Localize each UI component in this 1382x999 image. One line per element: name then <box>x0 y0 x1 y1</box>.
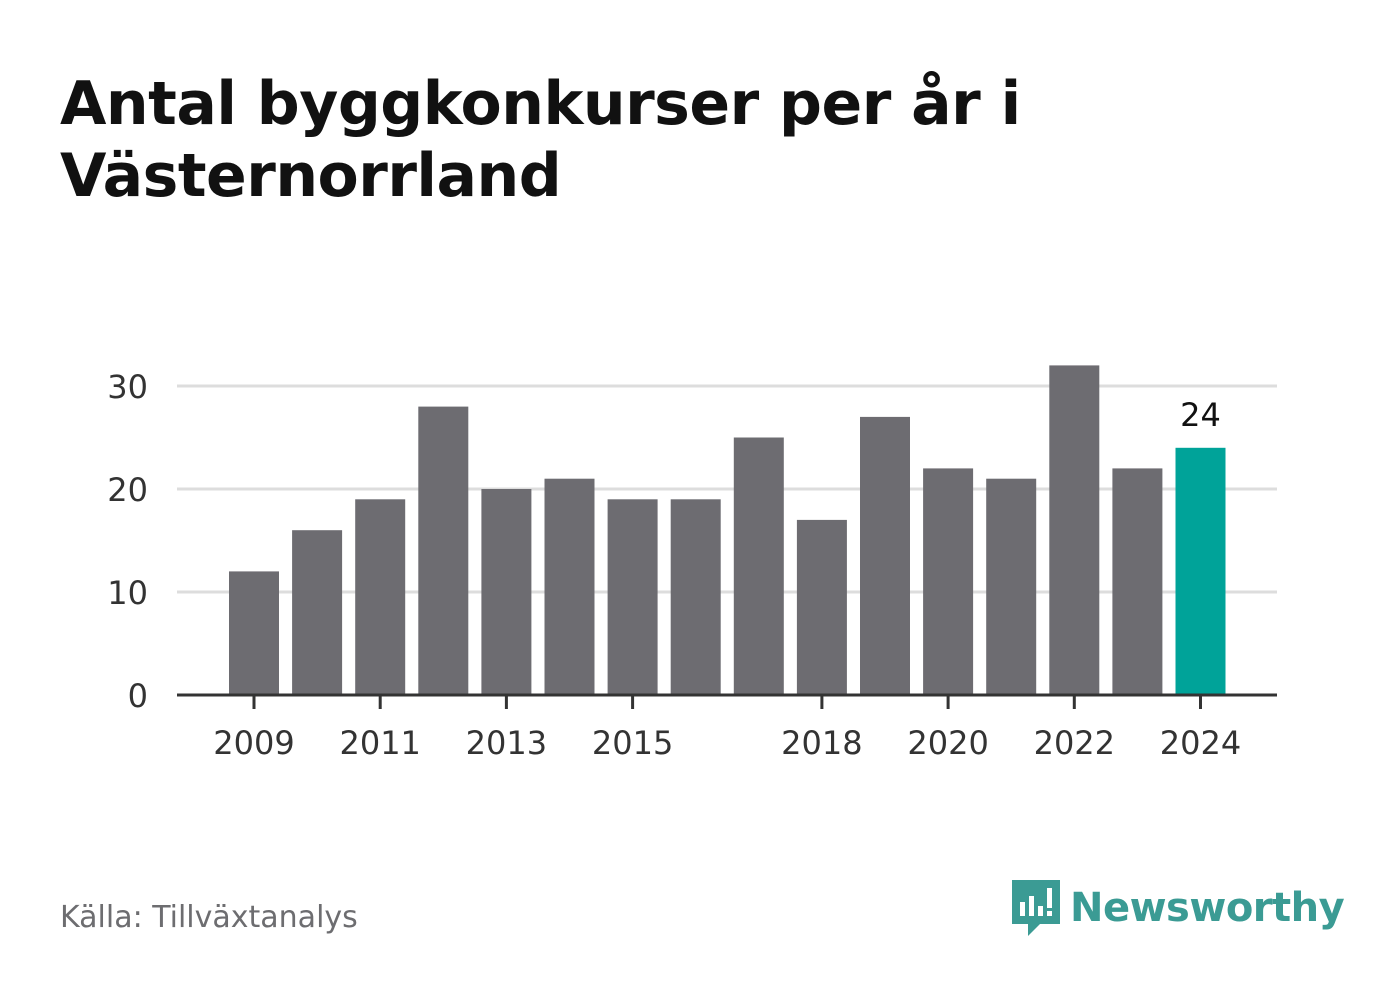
bar-2009 <box>229 571 279 695</box>
bar-2020 <box>923 468 974 695</box>
bar-2013 <box>481 489 532 695</box>
x-tick-label: 2013 <box>466 724 547 762</box>
x-tick-label: 2024 <box>1160 724 1241 762</box>
y-axis-labels: 0 10 20 30 <box>107 368 148 715</box>
bar-2024 <box>1175 447 1226 695</box>
bar-2023 <box>1112 468 1163 695</box>
x-tick-label: 2022 <box>1034 724 1115 762</box>
x-tick-label: 2018 <box>781 724 862 762</box>
bars <box>229 365 1226 695</box>
bar-2010 <box>292 530 343 695</box>
bar-2015 <box>607 499 658 695</box>
bar-2018 <box>796 519 847 695</box>
x-tick-label: 2020 <box>907 724 988 762</box>
bar-2021 <box>986 478 1037 695</box>
x-tick-label: 2015 <box>592 724 673 762</box>
bar-2019 <box>860 416 910 695</box>
bar-2011 <box>355 499 406 695</box>
y-tick-label: 0 <box>128 677 148 715</box>
x-tick-label: 2011 <box>339 724 420 762</box>
y-tick-label: 30 <box>107 368 148 406</box>
x-tick-label: 2009 <box>213 724 294 762</box>
y-tick-label: 10 <box>107 574 148 612</box>
data-label: 24 <box>1180 396 1221 434</box>
data-labels: 24 <box>1180 396 1221 434</box>
bar-2016 <box>670 499 721 695</box>
bar-2014 <box>544 478 595 695</box>
source-note: Källa: Tillväxtanalys <box>60 900 358 935</box>
x-axis: 2009 2011 2013 2015 2018 2020 2022 2024 <box>177 693 1277 762</box>
brand-logo: Newsworthy <box>1010 878 1345 938</box>
y-tick-label: 20 <box>107 471 148 509</box>
chart-title: Antal byggkonkurser per år i Västernorrl… <box>60 69 1021 211</box>
bar-2017 <box>733 437 784 695</box>
bar-2012 <box>418 406 469 695</box>
brand-name: Newsworthy <box>1070 885 1345 931</box>
newsworthy-logo-icon <box>1012 880 1060 936</box>
bar-2022 <box>1049 365 1100 695</box>
